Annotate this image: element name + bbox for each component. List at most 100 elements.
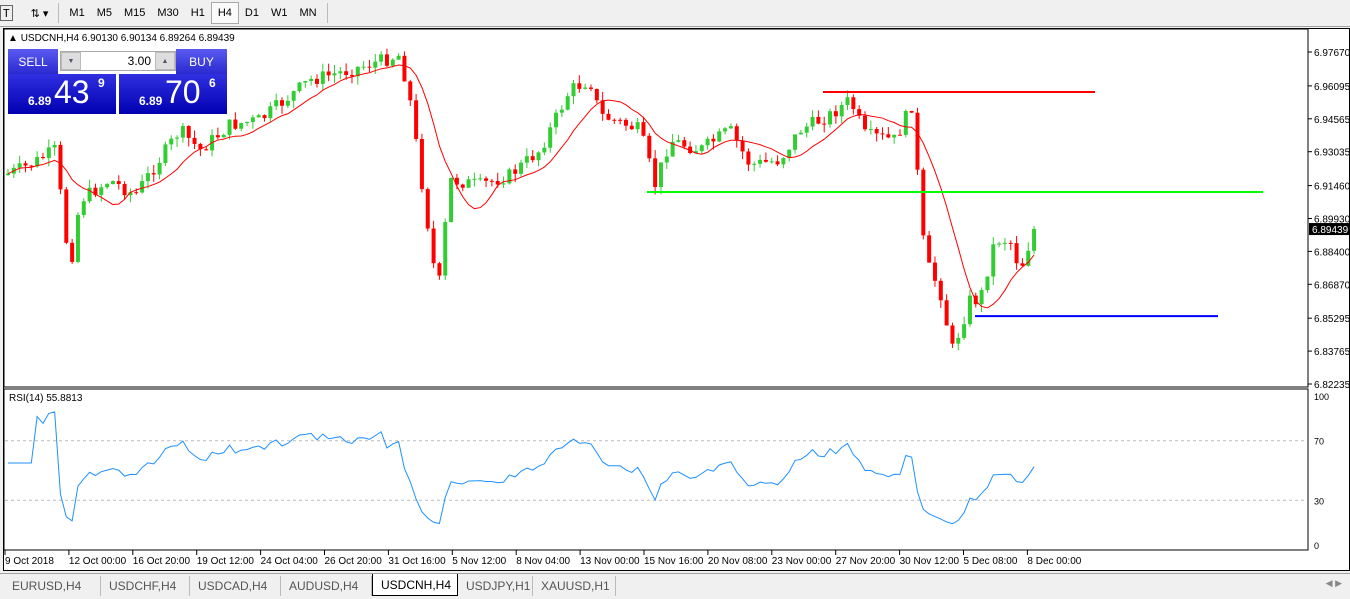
toolbar: T ⇅ ▾ M1 M5 M15 M30 H1 H4 D1 W1 MN xyxy=(0,0,1350,27)
candle-body xyxy=(798,132,803,135)
candle-body xyxy=(379,54,384,62)
candle-body xyxy=(478,178,483,180)
tab-audusd-h4[interactable]: AUDUSD,H4 xyxy=(281,576,372,596)
buy-button[interactable]: BUY xyxy=(176,49,227,74)
timeframe-m1[interactable]: M1 xyxy=(69,7,85,19)
separator xyxy=(326,3,328,23)
candle-body xyxy=(431,228,436,264)
timeframe-h4[interactable]: H4 xyxy=(210,2,239,24)
candle-body xyxy=(390,59,395,66)
candle-body xyxy=(35,157,40,167)
candle-body xyxy=(618,119,623,121)
timeframe-m30[interactable]: M30 xyxy=(157,7,179,19)
candle-body xyxy=(600,100,605,114)
candle-body xyxy=(268,106,273,119)
candle-body xyxy=(1020,263,1025,266)
chart-window[interactable] xyxy=(3,28,1350,571)
candle-body xyxy=(110,181,115,185)
candle-body xyxy=(711,138,716,142)
tab-xauusd-h1[interactable]: XAUUSD,H1 xyxy=(533,576,616,596)
candle-body xyxy=(198,143,203,150)
timeframe-h1[interactable]: H1 xyxy=(190,7,205,19)
timeframe-m5[interactable]: M5 xyxy=(96,7,112,19)
candle-body xyxy=(956,337,961,344)
candle-body xyxy=(454,177,459,185)
candle-body xyxy=(693,151,698,153)
candle-body xyxy=(274,100,279,107)
rsi-tick-label: 30 xyxy=(1314,496,1324,506)
candle-body xyxy=(822,123,827,125)
candle-body xyxy=(670,141,675,157)
candle-body xyxy=(466,179,471,188)
candle-body xyxy=(186,125,191,138)
candle-body xyxy=(367,66,372,68)
candle-body xyxy=(291,91,296,101)
candle-body xyxy=(419,138,424,190)
candle-body xyxy=(938,280,943,301)
timeframe-d1[interactable]: D1 xyxy=(244,7,259,19)
candle-body xyxy=(93,187,98,196)
candle-body xyxy=(985,276,990,291)
lot-increase-button[interactable]: ▲ xyxy=(155,52,175,70)
timeframe-m15[interactable]: M15 xyxy=(123,7,146,19)
candle-body xyxy=(839,105,844,117)
tab-scroll-arrows[interactable]: ◀ ▶ xyxy=(1325,578,1342,588)
buy-price[interactable]: 6.89 70 6 xyxy=(119,74,227,114)
candle-body xyxy=(554,112,559,128)
candle-body xyxy=(606,113,611,120)
candle-body xyxy=(979,290,984,305)
candle-body xyxy=(664,156,669,163)
sell-price-prefix: 6.89 xyxy=(28,94,52,108)
tab-usdchf-h4[interactable]: USDCHF,H4 xyxy=(101,576,190,596)
candle-body xyxy=(559,109,564,113)
text-tool-icon[interactable]: T xyxy=(0,5,13,21)
candle-body xyxy=(239,123,244,129)
candle-body xyxy=(775,161,780,165)
time-tick-label: 5 Dec 08:00 xyxy=(964,556,1018,567)
candle-body xyxy=(1008,242,1013,244)
chart-title: ▲ USDCNH,H4 6.90130 6.90134 6.89264 6.89… xyxy=(8,33,235,44)
candle-body xyxy=(373,61,378,68)
candle-body xyxy=(944,300,949,326)
time-tick-label: 12 Oct 00:00 xyxy=(69,556,127,567)
candle-body xyxy=(87,187,92,202)
candle-body xyxy=(734,126,739,141)
candle-body xyxy=(571,83,576,97)
price-tick-label: 6.82235 xyxy=(1314,380,1350,391)
candle-body xyxy=(886,134,891,138)
candle-body xyxy=(175,137,180,139)
time-tick-label: 8 Dec 00:00 xyxy=(1027,556,1081,567)
candle-body xyxy=(752,163,757,165)
sell-price[interactable]: 6.89 43 9 xyxy=(8,74,116,114)
tab-usdcad-h4[interactable]: USDCAD,H4 xyxy=(190,576,281,596)
lot-input[interactable]: 3.00 xyxy=(127,54,151,68)
sell-button[interactable]: SELL xyxy=(8,49,58,74)
timeframe-w1[interactable]: W1 xyxy=(270,7,288,19)
candle-body xyxy=(169,138,174,145)
collapse-icon[interactable]: ▲ xyxy=(8,33,21,44)
price-tick-label: 6.91460 xyxy=(1314,182,1350,193)
lot-decrease-button[interactable]: ▼ xyxy=(61,52,81,70)
tab-eurusd-h4[interactable]: EURUSD,H4 xyxy=(4,576,101,596)
tab-usdcnh-h4[interactable]: USDCNH,H4 xyxy=(372,574,458,596)
candle-body xyxy=(583,87,588,89)
timeframe-mn[interactable]: MN xyxy=(299,7,317,19)
candle-body xyxy=(507,169,512,184)
candle-body xyxy=(524,156,529,163)
candle-body xyxy=(868,129,873,131)
candle-body xyxy=(857,109,862,116)
moving-average-line xyxy=(7,64,1035,309)
candle-body xyxy=(763,159,768,162)
current-price-tag xyxy=(1309,223,1349,236)
candle-body xyxy=(396,55,401,60)
objects-dropdown-icon[interactable]: ⇅ ▾ xyxy=(30,7,49,20)
candle-body xyxy=(519,162,524,174)
candle-body xyxy=(484,178,489,181)
candle-body xyxy=(769,161,774,163)
candle-body xyxy=(437,263,442,276)
candle-body xyxy=(635,122,640,130)
candle-body xyxy=(180,125,185,138)
candle-body xyxy=(6,173,10,175)
tab-usdjpy-h1[interactable]: USDJPY,H1 xyxy=(458,576,533,596)
